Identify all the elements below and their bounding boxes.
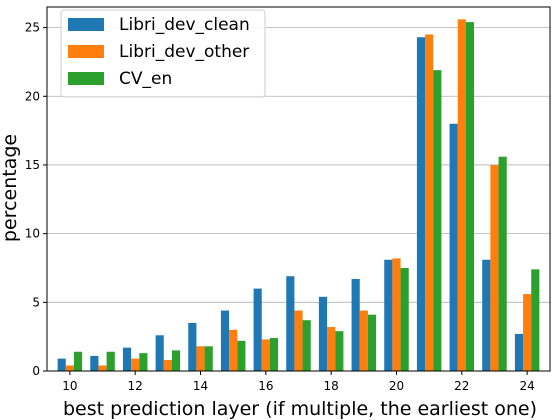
bar-libri-dev-clean-11 xyxy=(90,355,99,371)
bar-libri-dev-other-11 xyxy=(98,365,107,371)
x-tick-label: 10 xyxy=(62,379,77,393)
bar-libri-dev-other-24 xyxy=(523,294,532,371)
bar-cv-en-18 xyxy=(335,331,344,371)
x-tick-label: 24 xyxy=(519,379,534,393)
bars xyxy=(57,19,540,371)
bar-libri-dev-other-10 xyxy=(65,365,74,371)
bar-cv-en-13 xyxy=(171,350,181,371)
bar-libri-dev-other-23 xyxy=(490,164,499,371)
bar-libri-dev-clean-13 xyxy=(155,335,164,371)
bar-libri-dev-other-17 xyxy=(294,310,303,371)
bar-libri-dev-clean-17 xyxy=(286,276,295,371)
bar-libri-dev-other-18 xyxy=(327,327,336,371)
x-axis-label: best prediction layer (if multiple, the … xyxy=(63,398,537,420)
bar-cv-en-12 xyxy=(139,353,148,371)
legend-box xyxy=(60,9,266,98)
x-tick-label: 12 xyxy=(128,379,143,393)
x-tick-label: 16 xyxy=(258,379,273,393)
bar-libri-dev-clean-14 xyxy=(188,322,197,371)
bar-libri-dev-clean-20 xyxy=(384,259,393,371)
bar-libri-dev-other-15 xyxy=(229,329,238,371)
bar-cv-en-24 xyxy=(531,269,540,371)
bar-libri-dev-other-20 xyxy=(392,258,401,371)
bar-libri-dev-clean-15 xyxy=(220,310,230,371)
bar-libri-dev-clean-12 xyxy=(122,347,132,371)
bar-libri-dev-other-19 xyxy=(359,310,368,371)
bar-libri-dev-other-16 xyxy=(261,339,270,371)
bar-cv-en-17 xyxy=(302,320,311,371)
legend-label: Libri_dev_other xyxy=(119,42,249,62)
bar-cv-en-20 xyxy=(400,267,409,371)
bar-libri-dev-clean-16 xyxy=(253,288,262,371)
x-tick-label: 22 xyxy=(454,379,469,393)
legend-label: Libri_dev_clean xyxy=(119,15,250,35)
bar-cv-en-11 xyxy=(106,351,115,371)
bar-libri-dev-clean-21 xyxy=(416,37,426,371)
y-tick-label: 15 xyxy=(25,158,40,172)
legend-swatch xyxy=(68,18,104,31)
bar-cv-en-16 xyxy=(269,338,279,371)
bar-libri-dev-other-21 xyxy=(425,34,434,371)
bar-libri-dev-clean-19 xyxy=(351,278,360,371)
legend-swatch xyxy=(68,45,104,58)
bar-libri-dev-clean-23 xyxy=(482,259,491,371)
bar-libri-dev-other-12 xyxy=(131,358,140,371)
bar-cv-en-19 xyxy=(367,314,377,371)
bar-libri-dev-clean-18 xyxy=(318,296,328,371)
bar-libri-dev-clean-10 xyxy=(57,358,66,371)
axes: 0 5 10 15 20 25 10 12 14 16 18 20 22 24 xyxy=(25,6,551,393)
y-tick-label: 0 xyxy=(32,364,40,378)
bar-libri-dev-other-22 xyxy=(457,19,466,371)
bar-cv-en-22 xyxy=(465,22,475,371)
x-tick-label: 18 xyxy=(324,379,339,393)
x-tick-label: 20 xyxy=(389,379,404,393)
plot-frame xyxy=(46,6,551,372)
legend-label: CV_en xyxy=(119,69,172,89)
bar-cv-en-23 xyxy=(498,156,507,371)
legend: Libri_dev_clean Libri_dev_other CV_en xyxy=(60,9,266,98)
y-tick-label: 20 xyxy=(25,89,40,103)
bar-libri-dev-clean-24 xyxy=(514,333,524,371)
bar-libri-dev-other-14 xyxy=(196,346,205,371)
y-tick-label: 5 xyxy=(32,295,40,309)
bar-cv-en-21 xyxy=(433,70,442,371)
bar-cv-en-14 xyxy=(204,346,213,371)
bar-cv-en-15 xyxy=(237,340,246,371)
bar-libri-dev-other-13 xyxy=(163,360,172,371)
bar-cv-en-10 xyxy=(73,351,83,371)
legend-swatch xyxy=(68,72,104,85)
y-tick-label: 25 xyxy=(25,21,40,35)
y-axis-label: percentage xyxy=(0,134,21,242)
bar-libri-dev-clean-22 xyxy=(449,123,458,371)
x-tick-label: 14 xyxy=(193,379,208,393)
y-tick-label: 10 xyxy=(25,227,40,241)
